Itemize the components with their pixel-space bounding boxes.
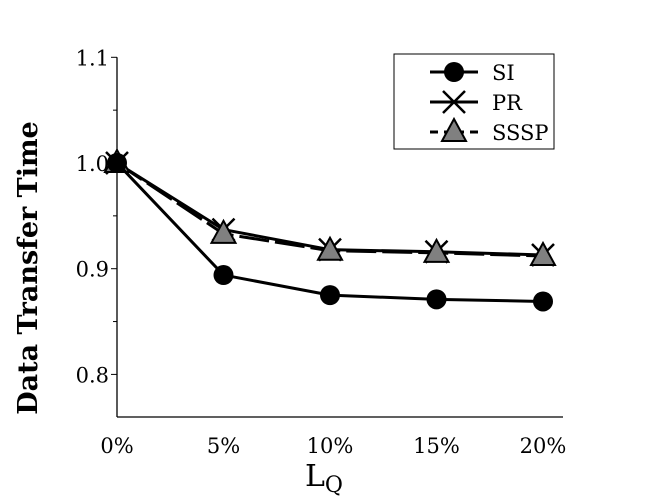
circle-marker xyxy=(426,289,447,310)
triangle-marker xyxy=(209,218,238,244)
triangle-marker xyxy=(529,240,557,267)
legend-label-si: SI xyxy=(492,61,515,85)
triangle-marker xyxy=(422,237,451,263)
x-tick-label: 5% xyxy=(207,434,240,458)
circle-marker xyxy=(533,291,553,312)
triangle-marker xyxy=(440,116,468,142)
legend-label-pr: PR xyxy=(492,91,523,115)
x-axis-label-main: L xyxy=(305,459,325,494)
y-axis-label: Data Transfer Time xyxy=(13,121,44,414)
y-tick-label: 1.0 xyxy=(76,152,109,176)
series-line xyxy=(115,161,544,303)
x-axis-label: LQ xyxy=(305,459,343,498)
circle-marker xyxy=(107,153,127,173)
x-marker xyxy=(442,90,466,114)
y-tick-label: 1.1 xyxy=(76,46,109,70)
x-tick-label: 0% xyxy=(100,434,133,458)
circle-marker xyxy=(320,285,340,306)
series-si xyxy=(107,153,553,312)
x-tick-label: 15% xyxy=(413,434,460,458)
triangle-marker xyxy=(316,235,344,261)
series-sssp xyxy=(103,147,557,267)
x-axis-label-sub: Q xyxy=(325,473,343,498)
y-tick-label: 0.8 xyxy=(76,363,109,387)
y-tick-label: 0.9 xyxy=(76,258,109,282)
circle-marker xyxy=(444,62,464,82)
x-tick-label: 20% xyxy=(520,434,567,458)
legend-label-sssp: SSSP xyxy=(492,121,549,145)
circle-marker xyxy=(213,265,234,286)
x-tick-label: 10% xyxy=(307,434,354,458)
